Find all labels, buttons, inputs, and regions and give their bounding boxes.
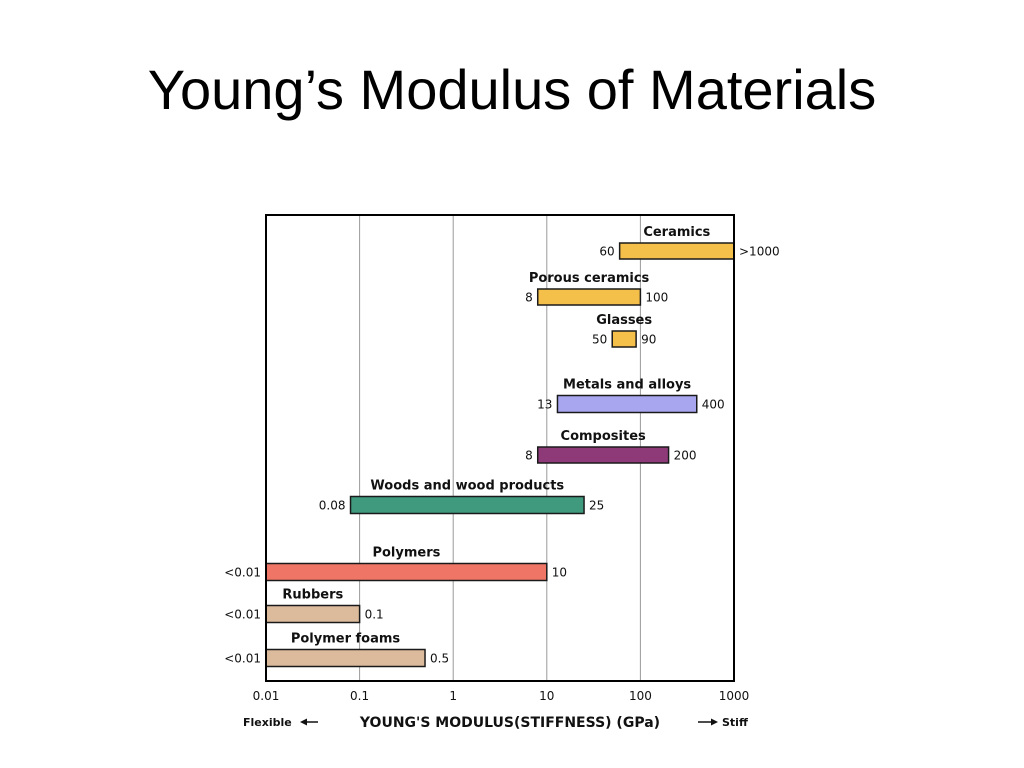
- bar-high-label: >1000: [739, 245, 780, 259]
- left-arrow-head: [300, 718, 307, 726]
- range-bar: [618, 242, 735, 260]
- range-bar: [265, 648, 426, 668]
- slide-title: Young’s Modulus of Materials: [147, 58, 877, 121]
- range-bar: [265, 562, 548, 582]
- bar-high-label: 0.5: [430, 652, 449, 666]
- x-tick-label: 1000: [719, 689, 750, 703]
- bar-label: Composites: [561, 429, 646, 444]
- bar-label: Polymers: [372, 546, 440, 561]
- x-tick-label: 100: [629, 689, 652, 703]
- bar-high-label: 400: [702, 398, 725, 412]
- bar-low-label: 8: [525, 291, 533, 305]
- bar-label: Porous ceramics: [529, 271, 650, 286]
- range-bar: [611, 330, 637, 348]
- bar-low-label: 60: [599, 245, 614, 259]
- x-axis-right-label: Stiff: [722, 716, 748, 729]
- bar-low-label: <0.01: [224, 566, 261, 580]
- range-bar: [265, 604, 361, 624]
- x-tick-label: 1: [449, 689, 457, 703]
- bar-label: Ceramics: [643, 225, 710, 240]
- bar-label: Rubbers: [282, 588, 343, 603]
- x-tick-label: 10: [539, 689, 554, 703]
- x-tick-label: 0.01: [253, 689, 280, 703]
- x-axis-left-label: Flexible: [243, 716, 292, 729]
- bar-label: Polymer foams: [291, 632, 401, 647]
- bar-low-label: <0.01: [224, 608, 261, 622]
- bar-label: Glasses: [596, 313, 652, 328]
- bar-low-label: 8: [525, 449, 533, 463]
- bar-label: Woods and wood products: [370, 479, 564, 494]
- bar-high-label: 200: [674, 449, 697, 463]
- right-arrow-head: [711, 718, 718, 726]
- plot-frame: [265, 214, 735, 682]
- range-bar: [556, 394, 698, 414]
- x-axis-title: YOUNG'S MODULUS(STIFFNESS) (GPa): [359, 715, 660, 731]
- bar-high-label: 90: [641, 333, 656, 347]
- range-bar: [349, 495, 585, 515]
- x-tick-label: 0.1: [350, 689, 369, 703]
- bar-low-label: <0.01: [224, 652, 261, 666]
- bar-high-label: 0.1: [365, 608, 384, 622]
- range-bar: [536, 446, 670, 464]
- bar-high-label: 100: [645, 291, 668, 305]
- range-bar: [536, 288, 642, 306]
- bar-low-label: 13: [537, 398, 552, 412]
- bar-low-label: 0.08: [319, 499, 346, 513]
- bar-label: Metals and alloys: [563, 378, 691, 393]
- bar-low-label: 50: [592, 333, 607, 347]
- bar-high-label: 25: [589, 499, 604, 513]
- bar-high-label: 10: [552, 566, 567, 580]
